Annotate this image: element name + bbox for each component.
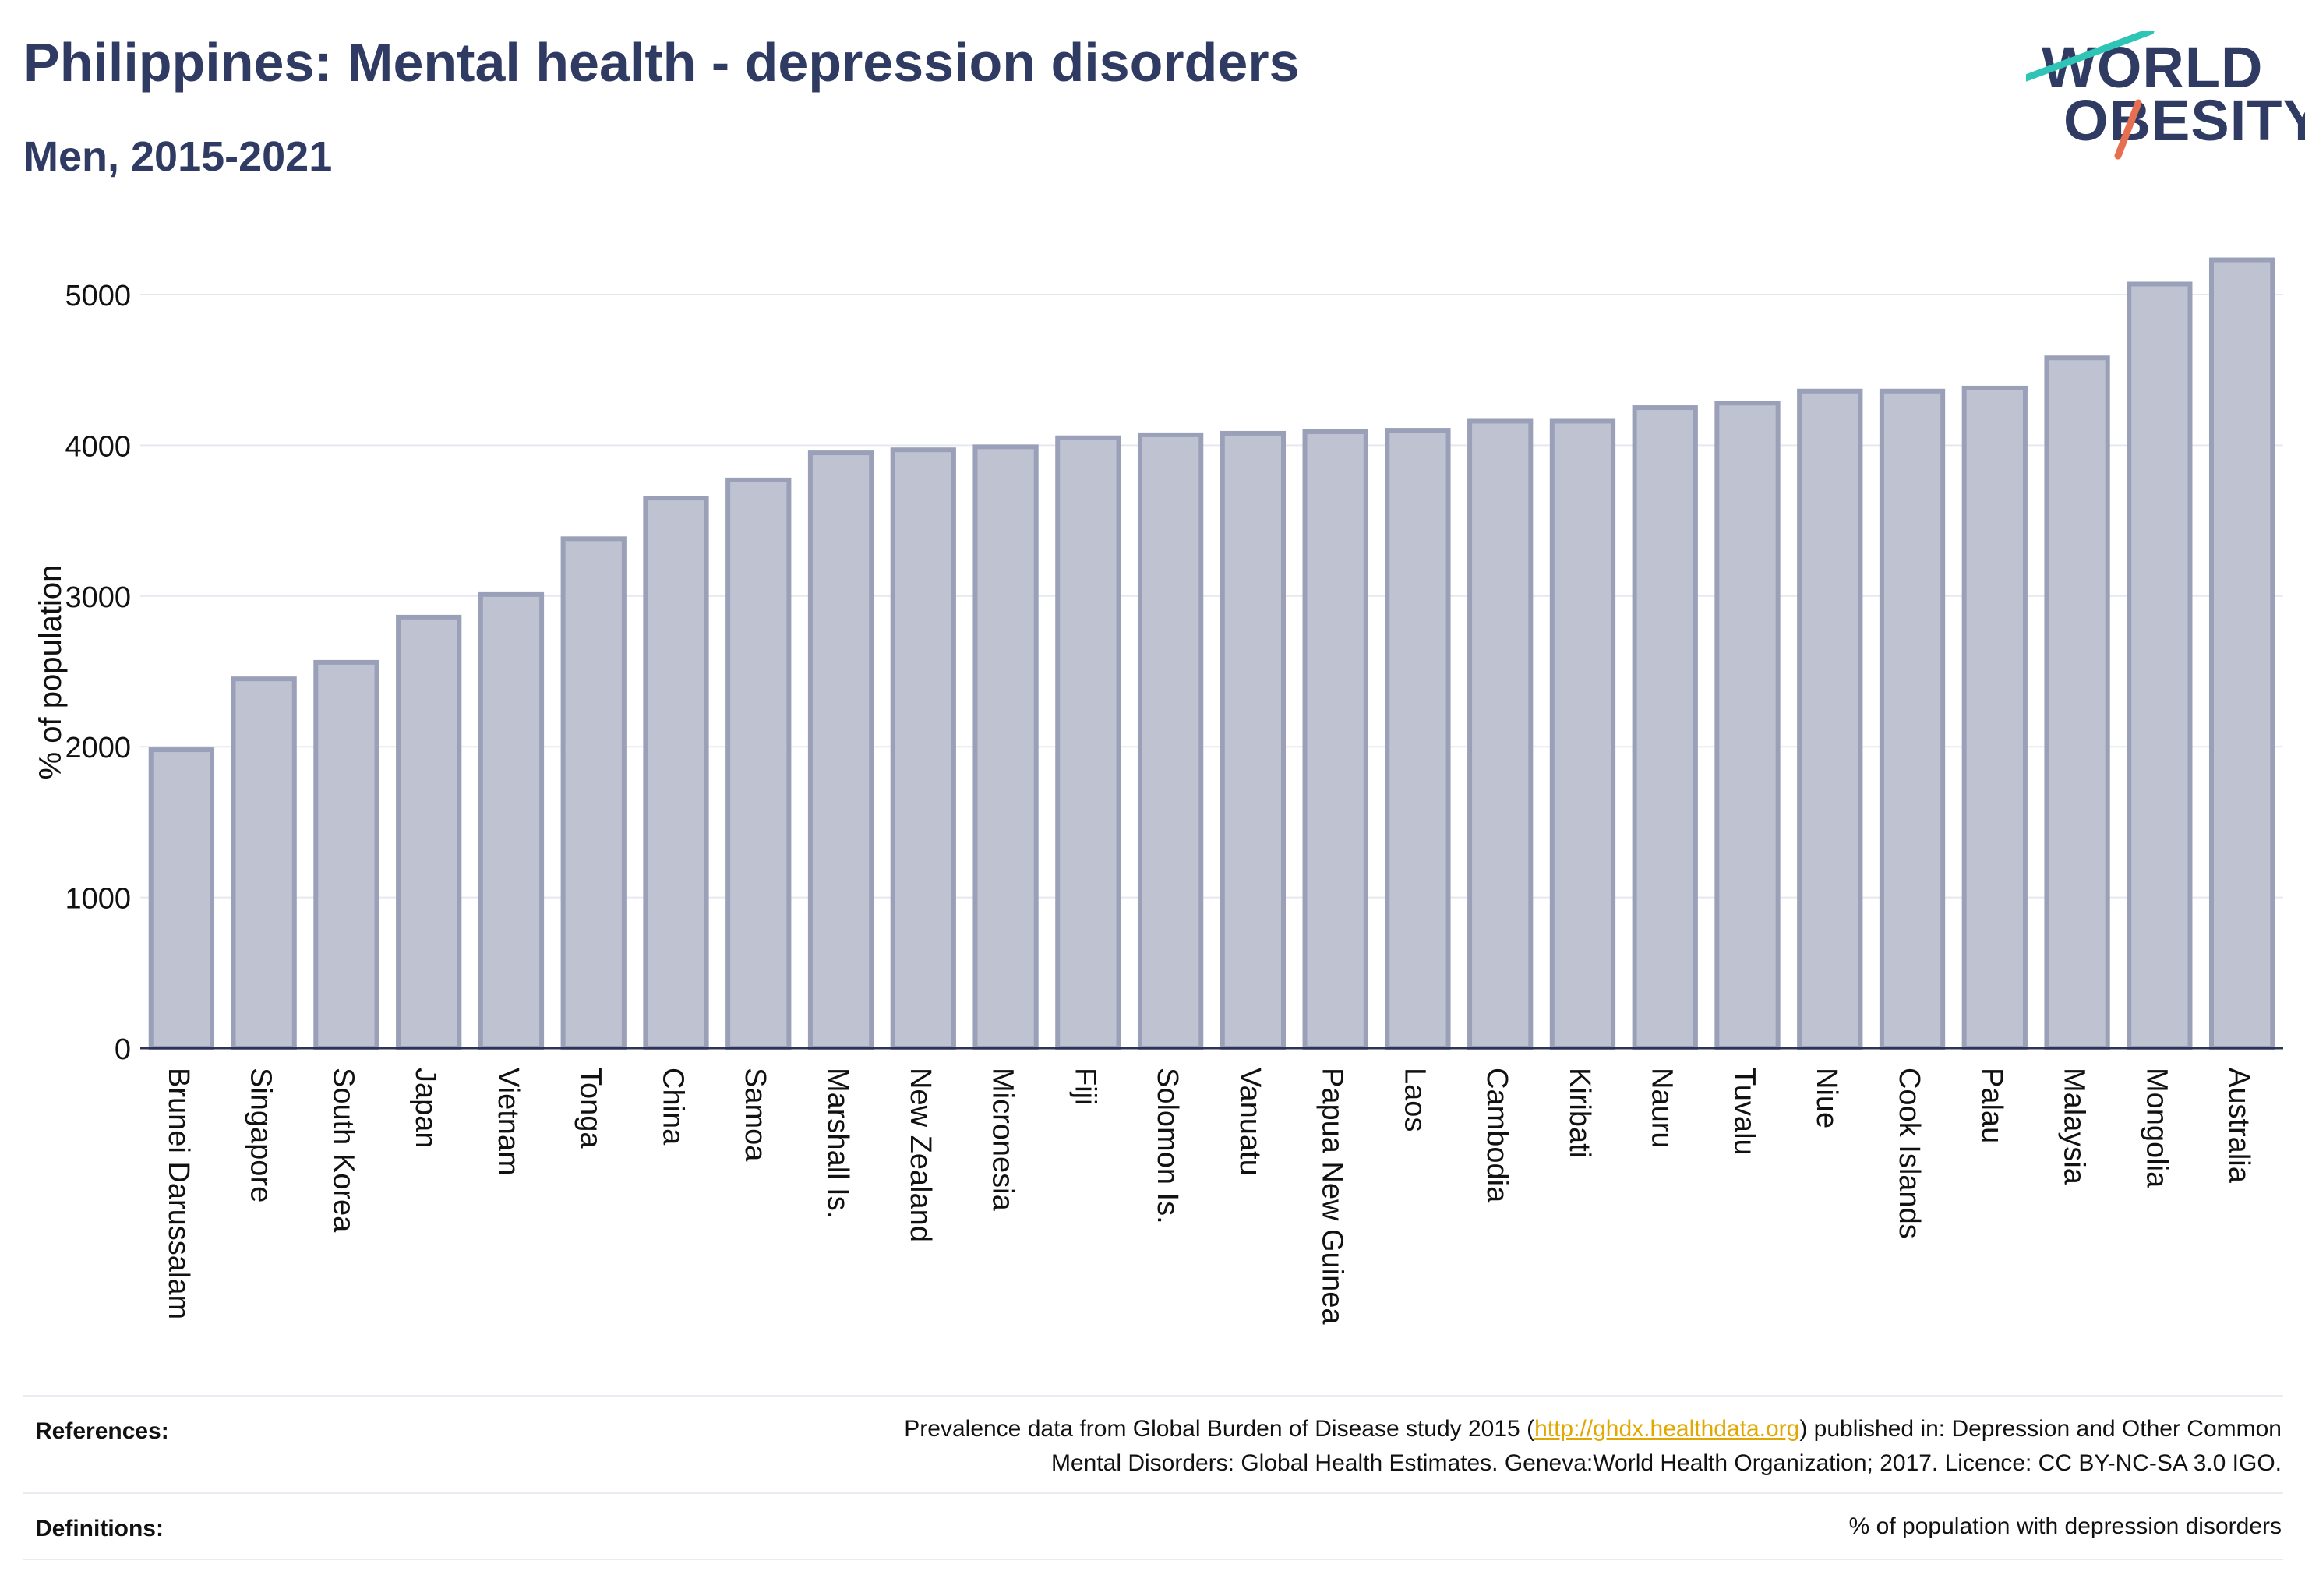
x-tick-label: Singapore <box>245 1068 277 1202</box>
bar <box>1549 418 1616 1051</box>
x-tick-label: Marshall Is. <box>821 1068 854 1219</box>
x-tick-label: Tonga <box>574 1068 607 1149</box>
page-title: Philippines: Mental health - depression … <box>23 32 1300 93</box>
footer-top-divider <box>23 1395 2283 1396</box>
x-tick-label: Brunei Darussalam <box>162 1068 195 1319</box>
references-line-2: Mental Disorders: Global Health Estimate… <box>1050 1450 2282 1476</box>
bar <box>396 614 462 1050</box>
x-tick-label: Micronesia <box>987 1068 1019 1212</box>
bar <box>1879 388 1946 1050</box>
x-tick-label: Australia <box>2222 1068 2255 1184</box>
logo-line2: OBESITY <box>2063 88 2305 153</box>
x-tick-label: Vietnam <box>492 1068 524 1176</box>
x-tick-label: Solomon Is. <box>1151 1068 1184 1224</box>
x-tick-label: Palau <box>1975 1068 2008 1143</box>
y-tick-label: 2000 <box>65 732 131 764</box>
x-tick-label: Cook Islands <box>1893 1068 1926 1239</box>
bars <box>148 257 2275 1051</box>
x-tick-label: South Korea <box>327 1068 359 1233</box>
bar <box>1220 430 1287 1050</box>
x-tick-label: Niue <box>1810 1068 1843 1128</box>
bar <box>478 591 545 1050</box>
footer-middle-divider <box>23 1492 2283 1494</box>
bar <box>560 536 627 1050</box>
y-tick-label: 5000 <box>65 280 131 312</box>
bar <box>972 444 1039 1050</box>
x-tick-label: Cambodia <box>1481 1068 1513 1203</box>
x-tick-label: Vanuatu <box>1234 1068 1266 1176</box>
bar <box>2044 355 2110 1050</box>
x-tick-labels: Brunei Darussalam Singapore South Korea Jap… <box>162 1068 2255 1325</box>
x-tick-label: Kiribati <box>1563 1068 1596 1158</box>
y-axis-label: % of population <box>34 565 68 780</box>
x-tick-label: Fiji <box>1068 1068 1101 1106</box>
x-tick-label: Laos <box>1398 1068 1431 1132</box>
bar <box>1961 385 2028 1051</box>
bar <box>148 747 215 1051</box>
x-tick-label: Samoa <box>739 1068 771 1162</box>
logo-line1: WORLD <box>2042 35 2264 100</box>
bar <box>2127 281 2193 1050</box>
y-tick-label: 3000 <box>65 581 131 614</box>
world-obesity-logo: WORLD OBESITY <box>2026 31 2305 164</box>
y-tick-label: 0 <box>115 1033 131 1066</box>
bar <box>1797 388 1863 1050</box>
bar <box>231 676 297 1050</box>
grid-lines <box>140 294 2283 899</box>
bar <box>1714 401 1781 1050</box>
bar <box>1055 435 1121 1050</box>
x-tick-label: Malaysia <box>2058 1068 2091 1185</box>
bar <box>1137 432 1204 1050</box>
y-tick-labels: 0 1000 2000 3000 4000 5000 <box>65 280 131 1066</box>
x-tick-label: Japan <box>409 1068 442 1149</box>
y-tick-label: 1000 <box>65 883 131 916</box>
x-tick-label: Mongolia <box>2140 1068 2173 1188</box>
bar <box>643 496 709 1050</box>
x-tick-label: China <box>656 1068 689 1146</box>
bar <box>725 477 792 1050</box>
y-tick-label: 4000 <box>65 430 131 463</box>
references-link[interactable]: http://ghdx.healthdata.org <box>1534 1416 1800 1442</box>
bar <box>1467 418 1534 1051</box>
references-text-end: ) published in: Depression and Other Com… <box>1799 1416 2282 1442</box>
definitions-text: % of population with depression disorder… <box>1848 1513 2282 1539</box>
references-label: References: <box>35 1418 169 1444</box>
logo-slash-icon <box>2026 31 2155 160</box>
bar <box>2208 257 2275 1051</box>
definitions-label: Definitions: <box>35 1516 164 1541</box>
bar <box>1632 405 1698 1050</box>
references-text: Prevalence data from Global Burden of Di… <box>904 1412 2282 1481</box>
bar <box>807 450 874 1050</box>
x-tick-label: New Zealand <box>904 1068 937 1242</box>
references-line-1: Prevalence data from Global Burden of Di… <box>904 1412 2282 1446</box>
x-tick-label: Tuvalu <box>1728 1068 1760 1156</box>
x-tick-label: Papua New Guinea <box>1316 1068 1349 1325</box>
references-text-start: Prevalence data from Global Burden of Di… <box>904 1416 1535 1442</box>
bar <box>1302 429 1368 1050</box>
footer-bottom-divider <box>23 1559 2283 1560</box>
bar <box>313 659 379 1050</box>
bar <box>1385 428 1451 1050</box>
bar <box>890 447 956 1050</box>
page-subtitle: Men, 2015-2021 <box>23 133 333 180</box>
bar-chart: 0 1000 2000 3000 4000 5000 Brunei Darussalam S… <box>34 257 2283 1325</box>
x-tick-label: Nauru <box>1646 1068 1678 1149</box>
